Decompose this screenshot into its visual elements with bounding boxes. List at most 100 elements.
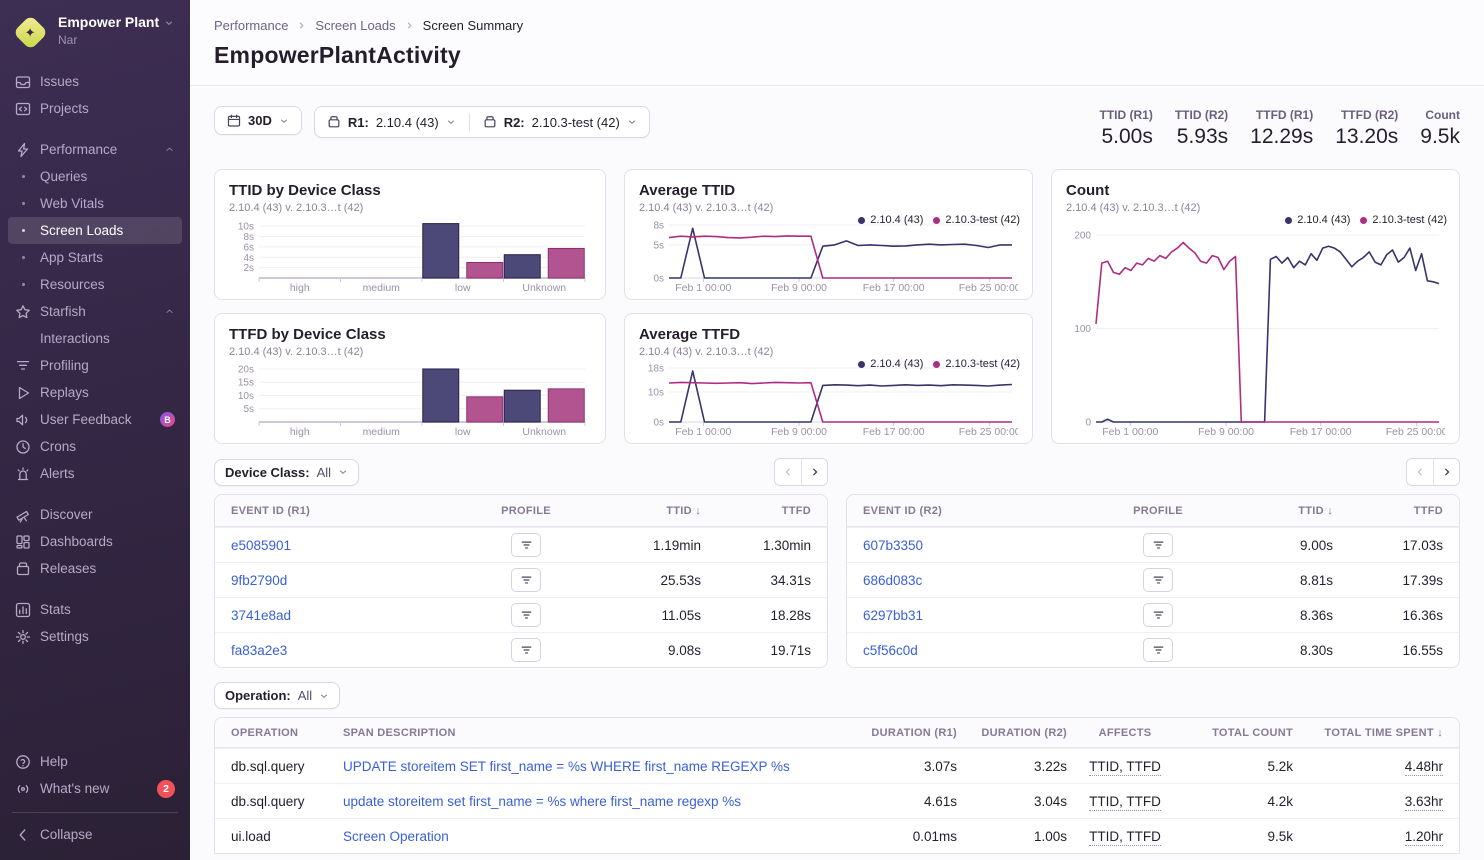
main-area: Performance Screen Loads Screen Summary … (190, 0, 1484, 860)
legend-item: 2.10.4 (43) (858, 214, 923, 226)
profile-cell (1113, 533, 1203, 557)
total-time-spent-link[interactable]: 1.20hr (1404, 828, 1443, 846)
sidebar-item-screen-loads[interactable]: Screen Loads (8, 217, 182, 244)
sidebar-item-stats[interactable]: Stats (8, 596, 182, 623)
sidebar-item-resources[interactable]: Resources (8, 271, 182, 298)
sidebar-item-queries[interactable]: Queries (8, 163, 182, 190)
column-header-event-id-r2-[interactable]: EVENT ID (R2) (863, 504, 943, 517)
chevron-down-icon (279, 116, 289, 126)
sidebar-item-help[interactable]: Help (8, 748, 182, 775)
sidebar-item-alerts[interactable]: Alerts (8, 460, 182, 487)
profile-button[interactable] (1143, 533, 1173, 557)
pager-next-button[interactable] (801, 459, 827, 485)
column-header-total-time-spent[interactable]: TOTAL TIME SPENT ↓ (1324, 726, 1443, 739)
profile-button[interactable] (511, 603, 541, 627)
table-row: 686d083c 8.81s 17.39s (847, 562, 1459, 597)
release-r1-selector[interactable]: R1: 2.10.4 (43) (327, 115, 456, 130)
sidebar-item-replays[interactable]: Replays (8, 379, 182, 406)
sidebar-item-web-vitals[interactable]: Web Vitals (8, 190, 182, 217)
event-id-link[interactable]: c5f56c0d (863, 642, 918, 658)
event-id-link[interactable]: fa83a2e3 (231, 642, 288, 658)
event-id-link[interactable]: 686d083c (863, 572, 923, 588)
svg-text:Feb 1 00:00: Feb 1 00:00 (1102, 426, 1158, 437)
ttid-cell: 9.00s (1299, 537, 1333, 553)
column-header-profile[interactable]: PROFILE (501, 504, 551, 517)
sidebar-item-label: Crons (40, 439, 77, 454)
sidebar-item-profiling[interactable]: Profiling (8, 352, 182, 379)
sidebar-item-performance[interactable]: Performance (8, 136, 182, 163)
chevron-down-icon (319, 691, 329, 701)
svg-text:10s: 10s (238, 391, 254, 402)
sidebar-item-issues[interactable]: Issues (8, 68, 182, 95)
org-switcher[interactable]: ✦ Empower Plant Nar (0, 0, 190, 58)
profile-button[interactable] (1143, 568, 1173, 592)
sidebar-item-app-starts[interactable]: App Starts (8, 244, 182, 271)
span-description-link[interactable]: UPDATE storeitem SET first_name = %s WHE… (343, 758, 790, 774)
breadcrumb: Performance Screen Loads Screen Summary (214, 18, 1460, 33)
column-header-ttfd[interactable]: TTFD (781, 504, 811, 517)
sidebar-item-interactions[interactable]: Interactions (8, 325, 182, 352)
column-header-profile[interactable]: PROFILE (1133, 504, 1183, 517)
spans-table: OPERATION SPAN DESCRIPTION DURATION (R1) DU… (214, 717, 1460, 854)
sidebar-item-user-feedback[interactable]: User Feedback B (8, 406, 182, 433)
sidebar-item-label: Issues (40, 74, 80, 89)
column-header-affects[interactable]: AFFECTS (1098, 726, 1152, 739)
column-header-ttid[interactable]: TTID ↓ (1298, 504, 1333, 517)
profile-button[interactable] (511, 568, 541, 592)
release-r2-selector[interactable]: R2: 2.10.3-test (42) (483, 115, 637, 130)
metric-count: Count 9.5k (1420, 108, 1460, 149)
profile-button[interactable] (511, 638, 541, 662)
pager-prev-button[interactable] (775, 459, 801, 485)
sidebar-item-starfish[interactable]: Starfish (8, 298, 182, 325)
column-header-span-description[interactable]: SPAN DESCRIPTION (343, 726, 456, 739)
event-id-link[interactable]: 6297bb31 (863, 607, 924, 623)
span-description-cell: update storeitem set first_name = %s whe… (343, 794, 847, 809)
column-header-duration-r2-[interactable]: DURATION (R2) (981, 726, 1067, 739)
legend-item: 2.10.4 (43) (1285, 214, 1350, 226)
pager-prev-button[interactable] (1407, 459, 1433, 485)
profile-button[interactable] (1143, 603, 1173, 627)
sidebar-item-label: Dashboards (40, 534, 113, 549)
column-header-ttfd[interactable]: TTFD (1413, 504, 1443, 517)
sidebar-item-projects[interactable]: Projects (8, 95, 182, 122)
sidebar-item-what-s-new[interactable]: What's new 2 (8, 775, 182, 802)
sidebar-item-discover[interactable]: Discover (8, 501, 182, 528)
metric-ttfd-r1-: TTFD (R1) 12.29s (1250, 108, 1313, 149)
column-header-operation[interactable]: OPERATION (231, 726, 299, 739)
breadcrumb-screen-loads[interactable]: Screen Loads (315, 18, 396, 33)
date-range-selector[interactable]: 30D (214, 106, 302, 135)
column-header-event-id-r1-[interactable]: EVENT ID (R1) (231, 504, 311, 517)
legend-dot (933, 360, 941, 368)
span-description-link[interactable]: Screen Operation (343, 828, 449, 844)
event-id-link[interactable]: 9fb2790d (231, 572, 288, 588)
span-description-link[interactable]: update storeitem set first_name = %s whe… (343, 793, 742, 809)
event-id-cell: fa83a2e3 (231, 643, 481, 658)
chart-card-ttid-by-device-class: TTID by Device Class 2.10.4 (43) v. 2.10.… (214, 169, 606, 300)
breadcrumb-performance[interactable]: Performance (214, 18, 289, 33)
sidebar-item-collapse[interactable]: Collapse (8, 821, 182, 848)
sidebar-item-releases[interactable]: Releases (8, 555, 182, 582)
chart-card-average-ttfd: Average TTFD 2.10.4 (43) v. 2.10.3…t (42)… (624, 313, 1033, 444)
profile-button[interactable] (511, 533, 541, 557)
sidebar-item-settings[interactable]: Settings (8, 623, 182, 650)
column-header-total-count[interactable]: TOTAL COUNT (1212, 726, 1293, 739)
operation-label: Operation: (225, 688, 291, 703)
page-title: EmpowerPlantActivity (214, 42, 461, 68)
event-id-link[interactable]: 607b3350 (863, 537, 924, 553)
sidebar-item-crons[interactable]: Crons (8, 433, 182, 460)
affects-cell: TTID, TTFD (1067, 828, 1183, 846)
breadcrumb-separator-icon (405, 21, 414, 30)
sidebar-item-dashboards[interactable]: Dashboards (8, 528, 182, 555)
device-class-filter[interactable]: Device Class: All (214, 458, 360, 486)
svg-text:8s: 8s (243, 232, 254, 243)
event-id-link[interactable]: 3741e8ad (231, 607, 292, 623)
pager-next-button[interactable] (1433, 459, 1459, 485)
column-header-ttid[interactable]: TTID ↓ (666, 504, 701, 517)
total-time-spent-link[interactable]: 3.63hr (1404, 793, 1443, 811)
total-time-spent-link[interactable]: 4.48hr (1404, 758, 1443, 776)
column-header-duration-r1-[interactable]: DURATION (R1) (871, 726, 957, 739)
operation-filter[interactable]: Operation: All (214, 682, 341, 709)
event-id-link[interactable]: e5085901 (231, 537, 292, 553)
profile-button[interactable] (1143, 638, 1173, 662)
